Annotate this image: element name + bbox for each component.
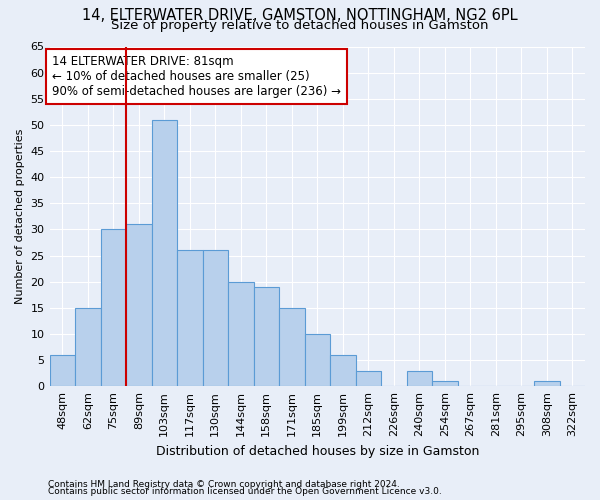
Bar bbox=[407, 370, 432, 386]
Bar bbox=[254, 287, 279, 386]
Bar bbox=[356, 370, 381, 386]
Bar bbox=[432, 381, 458, 386]
Bar bbox=[177, 250, 203, 386]
Bar bbox=[101, 230, 126, 386]
Bar bbox=[279, 308, 305, 386]
Bar bbox=[75, 308, 101, 386]
Bar bbox=[228, 282, 254, 387]
Text: 14, ELTERWATER DRIVE, GAMSTON, NOTTINGHAM, NG2 6PL: 14, ELTERWATER DRIVE, GAMSTON, NOTTINGHA… bbox=[82, 8, 518, 22]
Text: 14 ELTERWATER DRIVE: 81sqm
← 10% of detached houses are smaller (25)
90% of semi: 14 ELTERWATER DRIVE: 81sqm ← 10% of deta… bbox=[52, 55, 341, 98]
Bar bbox=[305, 334, 330, 386]
Bar bbox=[330, 355, 356, 386]
Y-axis label: Number of detached properties: Number of detached properties bbox=[15, 128, 25, 304]
Text: Size of property relative to detached houses in Gamston: Size of property relative to detached ho… bbox=[111, 18, 489, 32]
Text: Contains public sector information licensed under the Open Government Licence v3: Contains public sector information licen… bbox=[48, 487, 442, 496]
Bar bbox=[152, 120, 177, 386]
Bar bbox=[534, 381, 560, 386]
Text: Contains HM Land Registry data © Crown copyright and database right 2024.: Contains HM Land Registry data © Crown c… bbox=[48, 480, 400, 489]
Bar bbox=[126, 224, 152, 386]
X-axis label: Distribution of detached houses by size in Gamston: Distribution of detached houses by size … bbox=[155, 444, 479, 458]
Bar bbox=[50, 355, 75, 386]
Bar bbox=[203, 250, 228, 386]
